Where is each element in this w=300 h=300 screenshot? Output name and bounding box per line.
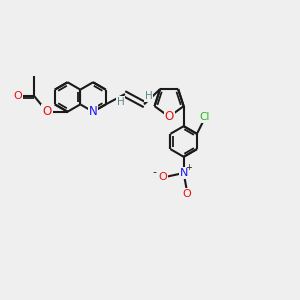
Text: -: - (152, 167, 156, 177)
Text: O: O (164, 110, 174, 123)
Text: H: H (145, 91, 152, 101)
Text: H: H (117, 97, 124, 107)
Text: O: O (42, 105, 52, 118)
Text: O: O (13, 91, 22, 100)
Text: N: N (179, 168, 188, 178)
Text: N: N (89, 105, 98, 118)
Text: O: O (159, 172, 167, 182)
Text: +: + (185, 163, 192, 172)
Text: O: O (182, 189, 191, 199)
Text: Cl: Cl (199, 112, 209, 122)
